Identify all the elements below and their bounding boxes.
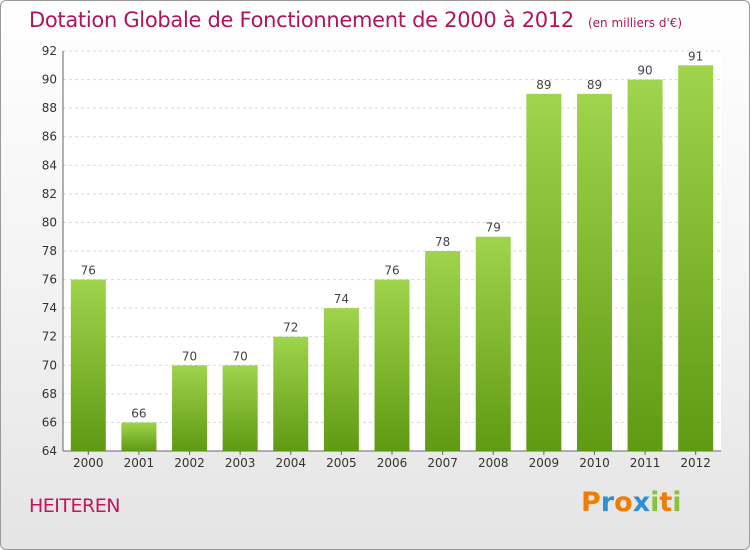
chart-subtitle: (en milliers d'€) <box>587 16 683 30</box>
x-tick-label: 2010 <box>579 456 610 470</box>
bar <box>323 308 359 451</box>
y-tick-label: 88 <box>42 101 57 115</box>
bar-value-label: 66 <box>131 406 146 420</box>
logo-letter: x <box>632 487 651 518</box>
x-tick-label: 2011 <box>630 456 661 470</box>
y-tick-label: 70 <box>42 358 57 372</box>
bar-value-label: 76 <box>81 264 96 278</box>
y-tick-label: 86 <box>42 130 57 144</box>
x-tick-label: 2009 <box>529 456 560 470</box>
bar <box>475 236 511 451</box>
y-tick-label: 68 <box>42 387 57 401</box>
bar-value-label: 74 <box>334 292 349 306</box>
logo-letter: t <box>659 487 673 518</box>
bar-value-label: 91 <box>688 49 703 63</box>
bar <box>678 65 714 452</box>
logo-letter: P <box>581 487 601 518</box>
y-tick-label: 78 <box>42 244 57 258</box>
proxiti-logo[interactable]: Proxiti <box>581 487 682 518</box>
logo-letter: r <box>600 487 615 518</box>
bar <box>121 422 157 451</box>
x-tick-label: 2003 <box>225 456 256 470</box>
bar <box>576 93 612 451</box>
bar-value-label: 70 <box>182 349 197 363</box>
bar <box>222 365 258 451</box>
bar-value-label: 76 <box>384 264 399 278</box>
x-tick-label: 2005 <box>326 456 357 470</box>
x-tick-label: 2000 <box>73 456 104 470</box>
logo-letter: i <box>650 487 660 518</box>
bar-value-label: 78 <box>435 235 450 249</box>
x-tick-label: 2008 <box>478 456 509 470</box>
y-tick-label: 90 <box>42 73 57 87</box>
chart-title: Dotation Globale de Fonctionnement de 20… <box>29 8 574 32</box>
bar-value-label: 89 <box>587 78 602 92</box>
bar <box>273 336 309 451</box>
bar <box>425 251 461 451</box>
x-tick-label: 2002 <box>174 456 205 470</box>
bar <box>526 93 562 451</box>
x-tick-label: 2006 <box>377 456 408 470</box>
bar <box>172 365 208 451</box>
bar <box>70 279 106 451</box>
y-tick-label: 72 <box>42 330 57 344</box>
x-tick-label: 2001 <box>124 456 155 470</box>
y-tick-label: 82 <box>42 187 57 201</box>
bar-value-label: 72 <box>283 321 298 335</box>
bar-value-label: 79 <box>486 221 501 235</box>
bar-value-label: 89 <box>536 78 551 92</box>
y-tick-label: 92 <box>42 44 57 58</box>
logo-letter: i <box>672 487 682 518</box>
y-tick-label: 64 <box>42 444 57 458</box>
title-row: Dotation Globale de Fonctionnement de 20… <box>29 8 682 32</box>
y-tick-label: 84 <box>42 158 57 172</box>
bar-value-label: 70 <box>233 349 248 363</box>
x-tick-label: 2007 <box>427 456 458 470</box>
bar-value-label: 90 <box>637 64 652 78</box>
logo-letter: o <box>614 487 633 518</box>
bar <box>374 279 410 451</box>
bar <box>627 79 663 452</box>
y-tick-label: 66 <box>42 415 57 429</box>
y-tick-label: 76 <box>42 273 57 287</box>
y-tick-label: 74 <box>42 301 57 315</box>
place-name: HEITEREN <box>29 495 120 517</box>
y-tick-label: 80 <box>42 215 57 229</box>
x-tick-label: 2012 <box>680 456 711 470</box>
x-tick-label: 2004 <box>275 456 306 470</box>
